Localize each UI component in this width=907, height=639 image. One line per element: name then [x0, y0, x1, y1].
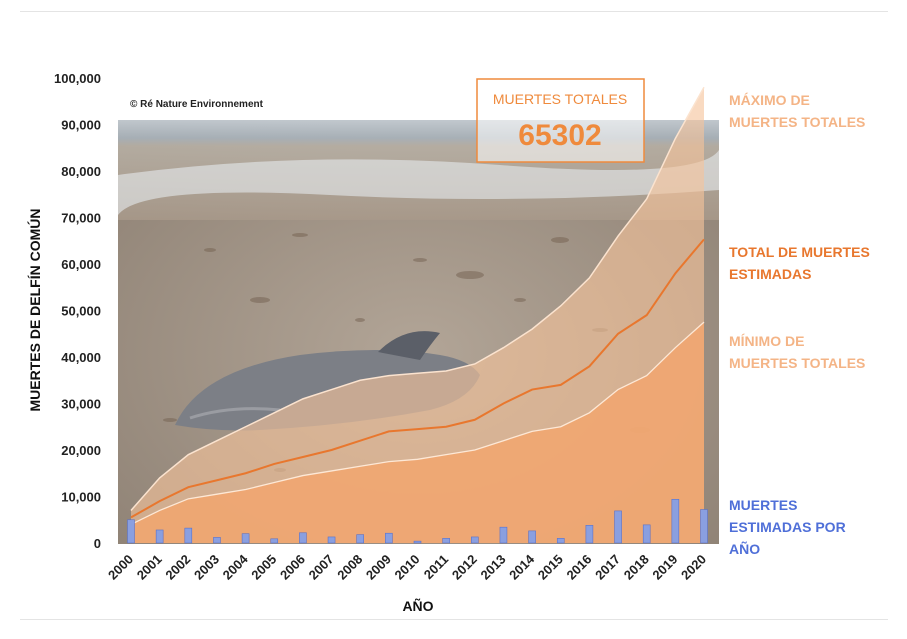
legend-line: ESTIMADAS [729, 266, 811, 282]
yearly-deaths-bar [413, 540, 422, 544]
legend-line: MUERTES TOTALES [729, 355, 865, 371]
x-tick-label: 2011 [421, 552, 452, 583]
yearly-deaths-bar [499, 526, 508, 544]
y-tick-label: 10,000 [61, 490, 101, 505]
y-axis-ticks: 0 10,000 20,000 30,000 40,000 50,000 60,000 70,… [54, 71, 101, 551]
legend-max: MÁXIMO DE MUERTES TOTALES [729, 92, 865, 130]
total-deaths-callout: MUERTES TOTALES 65302 [476, 78, 645, 163]
x-tick-label: 2001 [134, 552, 165, 583]
min-deaths-area-layer [130, 321, 705, 543]
min-deaths-area [131, 322, 704, 543]
x-tick-label: 2000 [105, 552, 136, 583]
yearly-deaths-bar [585, 525, 594, 544]
y-tick-label: 0 [94, 536, 101, 551]
y-tick-label: 20,000 [61, 443, 101, 458]
x-tick-label: 2008 [334, 552, 365, 583]
x-tick-label: 2017 [592, 552, 623, 583]
yearly-deaths-bar [700, 509, 708, 544]
legend-total: TOTAL DE MUERTES ESTIMADAS [729, 244, 870, 282]
legend-line: MÍNIMO DE [729, 333, 804, 349]
y-axis-title: MUERTES DE DELFÍN COMÚN [26, 209, 43, 412]
yearly-deaths-bar [442, 538, 450, 544]
yearly-deaths-bar [327, 536, 336, 544]
legend-line: MUERTES [729, 497, 797, 513]
photo-credit: © Ré Nature Environnement [130, 99, 264, 110]
x-tick-label: 2006 [277, 552, 308, 583]
x-axis-ticks: 2000200120022003200420052006200720082009… [105, 551, 709, 583]
top-divider [20, 11, 888, 12]
yearly-deaths-bar [184, 527, 193, 544]
min-deaths-edge [130, 321, 705, 525]
yearly-deaths-bar [127, 519, 135, 544]
x-tick-label: 2018 [621, 552, 652, 583]
x-tick-label: 2020 [678, 552, 709, 583]
x-tick-label: 2007 [306, 552, 337, 583]
y-tick-label: 70,000 [61, 211, 101, 226]
x-axis-title: AÑO [402, 597, 433, 614]
y-tick-label: 60,000 [61, 257, 101, 272]
yearly-deaths-bar [556, 538, 565, 544]
y-tick-label: 50,000 [61, 304, 101, 319]
x-tick-label: 2014 [506, 551, 538, 583]
legend-line: TOTAL DE MUERTES [729, 244, 870, 260]
yearly-deaths-bar [155, 529, 164, 544]
max-deaths-edge [130, 86, 705, 511]
x-tick-label: 2013 [478, 552, 509, 583]
legend-line: AÑO [729, 540, 760, 557]
yearly-deaths-bar [385, 532, 393, 544]
x-tick-label: 2004 [220, 551, 252, 583]
x-tick-label: 2010 [392, 552, 423, 583]
total-deaths-line [130, 238, 705, 519]
callout-label: MUERTES TOTALES [493, 91, 627, 107]
x-tick-label: 2002 [162, 552, 193, 583]
x-tick-label: 2016 [563, 552, 594, 583]
yearly-deaths-bar [356, 534, 365, 544]
yearly-deaths-bar [241, 533, 250, 544]
x-tick-label: 2005 [248, 552, 279, 583]
y-tick-label: 40,000 [61, 350, 101, 365]
y-tick-label: 90,000 [61, 118, 101, 133]
callout-value: 65302 [518, 119, 601, 152]
x-tick-label: 2015 [535, 552, 566, 583]
yearly-deaths-bar [299, 532, 307, 544]
x-tick-label: 2003 [191, 552, 222, 583]
legend-line: MUERTES TOTALES [729, 114, 865, 130]
bottom-divider [20, 619, 888, 620]
y-tick-label: 80,000 [61, 164, 101, 179]
legend-bars: MUERTES ESTIMADAS POR AÑO [729, 497, 846, 557]
legend-min: MÍNIMO DE MUERTES TOTALES [729, 333, 865, 371]
yearly-deaths-bar-layer [127, 498, 708, 544]
y-tick-label: 30,000 [61, 397, 101, 412]
yearly-deaths-bar [642, 524, 651, 544]
yearly-deaths-bar [270, 538, 279, 544]
yearly-deaths-bar [213, 537, 221, 544]
yearly-deaths-bar [470, 536, 479, 544]
yearly-deaths-bar [528, 530, 536, 544]
legend: MÁXIMO DE MUERTES TOTALES TOTAL DE MUERTE… [729, 92, 870, 557]
legend-line: MÁXIMO DE [729, 92, 810, 108]
yearly-deaths-bar [614, 510, 622, 544]
total-deaths-line-layer [130, 238, 705, 519]
x-tick-label: 2012 [449, 552, 480, 583]
x-tick-label: 2019 [649, 552, 680, 583]
x-tick-label: 2009 [363, 552, 394, 583]
legend-line: ESTIMADAS POR [729, 519, 846, 535]
yearly-deaths-bar [671, 498, 680, 544]
y-tick-label: 100,000 [54, 71, 101, 86]
